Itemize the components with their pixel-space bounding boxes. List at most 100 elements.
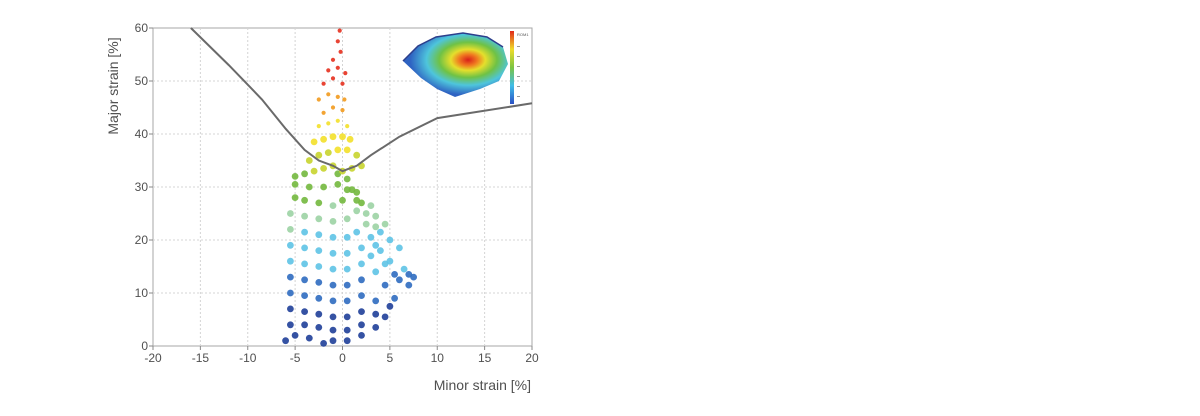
y-axis-title: Major strain [%]: [105, 37, 121, 134]
strain-point: [339, 196, 346, 204]
strain-point: [329, 313, 337, 321]
y-tick-label: 20: [135, 233, 149, 247]
strain-point: [337, 28, 342, 33]
strain-point: [343, 71, 348, 76]
strain-point: [372, 223, 380, 231]
inset-part-surface: [403, 33, 508, 97]
strain-point: [381, 281, 389, 289]
strain-point: [338, 49, 343, 54]
strain-point: [315, 199, 323, 207]
strain-point: [343, 249, 351, 257]
strain-point: [386, 302, 394, 310]
strain-point: [329, 249, 337, 257]
strain-point: [377, 247, 384, 255]
x-tick-label: 0: [339, 351, 346, 365]
strain-point: [287, 321, 294, 329]
inset-part-edge: [402, 32, 504, 62]
strain-point: [405, 271, 413, 278]
strain-point: [343, 215, 351, 223]
strain-point: [329, 337, 337, 345]
strain-point: [343, 146, 351, 154]
strain-point: [362, 220, 370, 228]
x-tick-label: -5: [290, 351, 301, 365]
strain-point: [353, 207, 361, 215]
x-axis-ticks: -20 -15 -10 -5 0 5 10 15 20: [144, 346, 539, 365]
strain-point: [320, 340, 327, 347]
strain-point: [320, 135, 327, 143]
strain-point: [372, 241, 380, 249]
strain-point: [305, 157, 313, 164]
strain-point: [315, 231, 323, 239]
strain-point-cloud: [282, 28, 417, 347]
strain-point: [301, 196, 308, 204]
strain-point: [372, 310, 380, 318]
strain-point: [329, 265, 337, 273]
strain-point: [343, 233, 351, 241]
strain-point: [320, 165, 327, 172]
strain-point: [358, 260, 365, 268]
strain-point: [343, 326, 351, 334]
x-axis-title: Minor strain [%]: [434, 377, 531, 393]
strain-point: [291, 181, 299, 188]
strain-point: [310, 167, 318, 175]
strain-point: [353, 196, 361, 204]
strain-point: [287, 241, 294, 249]
strain-point: [287, 210, 294, 217]
y-tick-label: 60: [135, 21, 149, 35]
strain-point: [335, 39, 340, 44]
strain-point: [396, 244, 403, 252]
strain-point: [340, 108, 345, 113]
strain-point: [400, 265, 408, 273]
strain-point: [326, 92, 331, 97]
strain-point: [321, 81, 326, 86]
strain-point: [377, 228, 384, 236]
y-tick-label: 10: [135, 286, 149, 300]
strain-point: [386, 236, 394, 244]
strain-point: [381, 260, 389, 268]
x-tick-label: 20: [525, 351, 539, 365]
y-tick-label: 40: [135, 127, 149, 141]
strain-point: [291, 332, 299, 339]
x-tick-label: -15: [192, 351, 210, 365]
strain-point: [330, 105, 336, 110]
strain-point: [334, 181, 342, 188]
strain-point: [372, 212, 380, 220]
x-tick-label: 5: [387, 351, 394, 365]
strain-point: [342, 97, 347, 102]
y-axis-ticks: 0 10 20 30 40 50 60: [135, 21, 153, 353]
strain-point: [396, 276, 403, 284]
inset-scale-header: ROM1: [517, 32, 529, 37]
strain-point: [330, 76, 336, 81]
strain-point: [301, 321, 308, 329]
strain-point: [381, 220, 389, 228]
strain-point: [329, 218, 337, 225]
forming-limit-curve: [190, 27, 533, 173]
strain-point: [315, 151, 323, 159]
strain-point: [315, 247, 323, 255]
y-tick-label: 50: [135, 74, 149, 88]
strain-point: [301, 276, 308, 284]
strain-point: [315, 310, 323, 318]
strain-point: [367, 233, 375, 241]
strain-point: [330, 57, 336, 62]
y-tick-label: 0: [141, 339, 148, 353]
strain-point: [287, 305, 294, 313]
strain-point: [301, 260, 308, 268]
strain-point: [372, 324, 380, 331]
strain-point: [287, 257, 294, 265]
strain-point: [329, 297, 337, 305]
strain-point: [301, 308, 308, 315]
strain-point: [358, 244, 365, 252]
strain-point: [301, 170, 308, 178]
strain-point: [305, 334, 313, 342]
strain-point: [358, 276, 365, 284]
strain-point: [335, 118, 340, 123]
strain-point: [287, 273, 294, 281]
strain-point: [372, 297, 380, 305]
strain-point: [362, 210, 370, 217]
strain-point: [321, 110, 326, 115]
strain-point: [301, 292, 308, 299]
strain-point: [353, 151, 361, 159]
strain-point: [320, 183, 327, 191]
